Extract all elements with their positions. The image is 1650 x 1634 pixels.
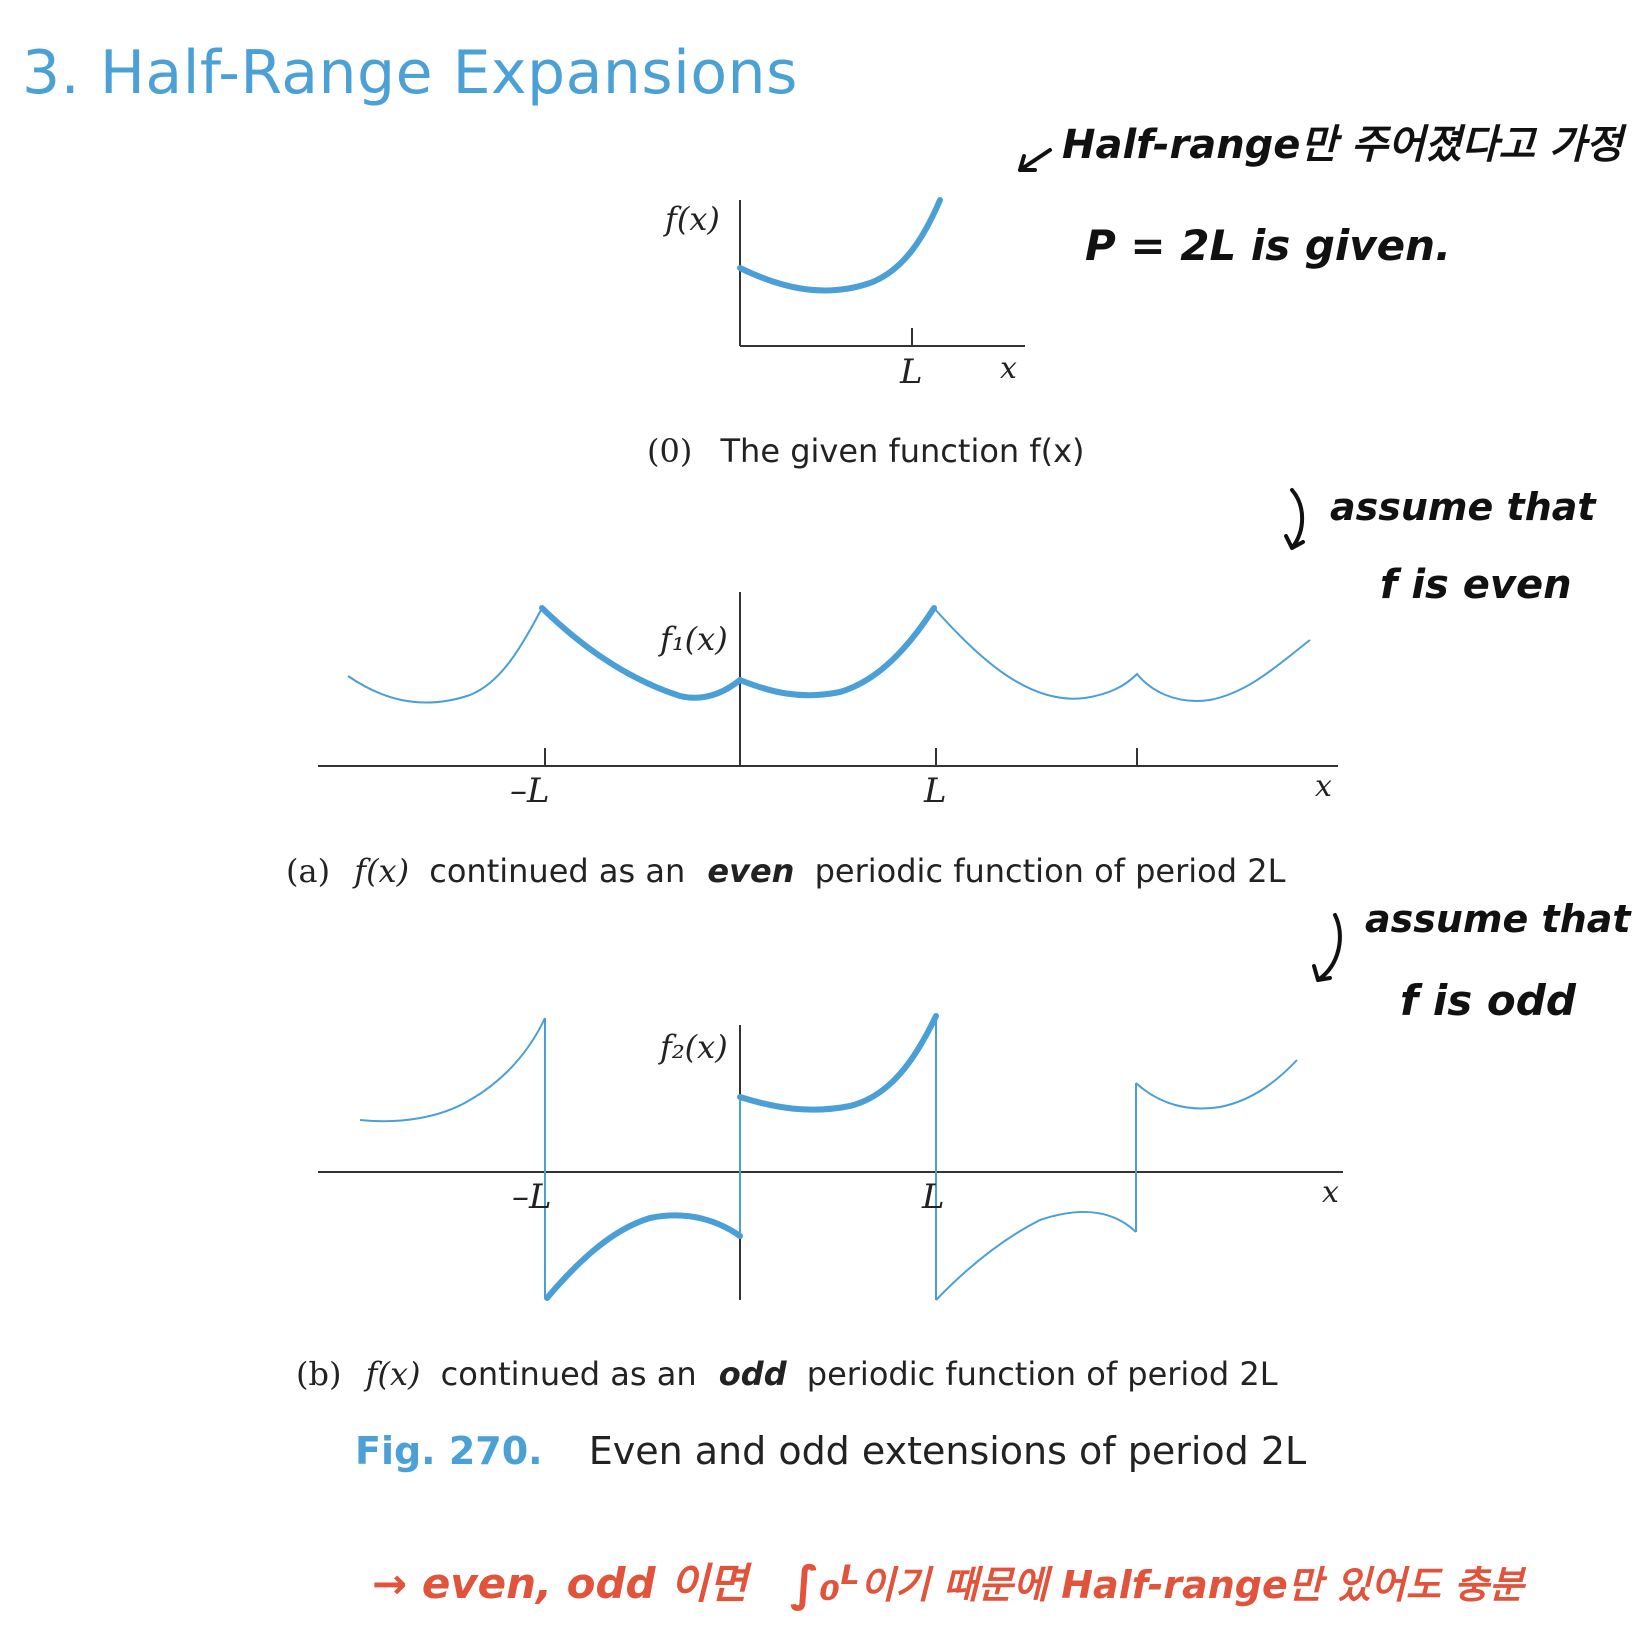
panel0-curve (737, 197, 943, 294)
note4-part-b: 이기 때문에 Half-range만 있어도 충분 (860, 1563, 1527, 1607)
handwritten-note-3: assume that f is odd (1312, 897, 1632, 1025)
panelB-ylabel: f₂(x) (658, 1028, 728, 1066)
panelA-caption-emph: even (707, 852, 794, 890)
panel-0-given-function: f(x) L x (0) The given function f(x) (647, 197, 1085, 470)
arrow-icon (1018, 148, 1052, 172)
panelA-curve-left (347, 607, 543, 704)
panelA-caption-fx: f(x) (352, 852, 409, 890)
panelB-curve-left-upper (359, 1017, 546, 1123)
panelB-curve-given-part (737, 1013, 939, 1113)
panel0-caption-tag: (0) (647, 432, 692, 470)
note1-line2: P = 2L is given. (1085, 221, 1451, 270)
curved-arrow-icon (1312, 913, 1342, 982)
panelB-caption-emph: odd (719, 1355, 788, 1393)
panelB-caption-after: periodic function of period 2L (807, 1355, 1278, 1393)
panelA-caption-tag: (a) (286, 852, 330, 890)
note1-line1: Half-range만 주어졌다고 가정 (1062, 122, 1627, 168)
note3-line1: assume that (1365, 897, 1632, 941)
panelB-xlabel: x (1322, 1175, 1339, 1210)
handwritten-note-4: → even, odd 이면 ∫₀ᴸ 이기 때문에 Half-range만 있어… (372, 1556, 1527, 1612)
panel-a-even-extension: f₁(x) –L L x (a) f(x) continued as an ev… (286, 592, 1338, 890)
panel0-caption-text: The given function f(x) (720, 432, 1085, 470)
panelB-caption-tag: (b) (296, 1355, 341, 1393)
panel0-tick-label-L: L (899, 352, 923, 392)
panelB-caption: (b) f(x) continued as an odd periodic fu… (296, 1355, 1278, 1393)
panelB-tick-label-L: L (921, 1177, 945, 1217)
note3-line2: f is odd (1400, 976, 1577, 1025)
panelA-caption-before: continued as an (429, 852, 685, 890)
panelB-tick-label-minus-L: –L (512, 1177, 552, 1217)
figure-caption-label: Fig. 270. (355, 1429, 543, 1473)
panelA-ylabel: f₁(x) (658, 620, 728, 658)
panelB-curve-odd-part (544, 1212, 743, 1301)
note2-line1: assume that (1330, 485, 1597, 529)
panelA-caption: (a) f(x) continued as an even periodic f… (286, 852, 1286, 890)
panel0-ylabel: f(x) (663, 200, 720, 238)
panel-b-odd-extension: f₂(x) –L L x (b) f(x) continued as an od… (296, 1013, 1343, 1393)
handwritten-note-2: assume that f is even (1284, 485, 1597, 608)
panel0-xlabel: x (1000, 351, 1017, 386)
panelA-caption-after: periodic function of period 2L (815, 852, 1286, 890)
note2-line2: f is even (1380, 562, 1572, 608)
panelB-caption-before: continued as an (441, 1355, 697, 1393)
curved-arrow-icon (1284, 488, 1305, 550)
panelA-xlabel: x (1315, 769, 1332, 804)
panelA-tick-label-L: L (923, 771, 947, 811)
handwritten-note-1: Half-range만 주어졌다고 가정 P = 2L is given. (1018, 122, 1627, 270)
panelB-curve-right-upper (1135, 1059, 1298, 1110)
figure-caption: Fig. 270. Even and odd extensions of per… (355, 1429, 1306, 1473)
panelB-caption-fx: f(x) (364, 1355, 421, 1393)
panelA-tick-label-minus-L: –L (510, 771, 550, 811)
page-title: 3. Half-Range Expansions (22, 38, 798, 108)
panelB-curve-right-lower (935, 1210, 1137, 1301)
panel0-caption: (0) The given function f(x) (647, 432, 1085, 470)
panelA-curve-right (933, 607, 1311, 702)
panelA-curve-given-part (737, 605, 937, 699)
panelA-curve-even-part (539, 605, 743, 701)
note4-part-a: → even, odd 이면 (372, 1559, 752, 1608)
note4-integral: ∫₀ᴸ (790, 1556, 860, 1612)
figure-caption-text: Even and odd extensions of period 2L (589, 1429, 1307, 1473)
